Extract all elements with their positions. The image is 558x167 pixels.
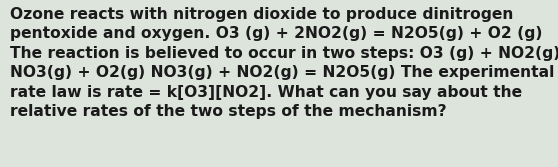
Text: Ozone reacts with nitrogen dioxide to produce dinitrogen
pentoxide and oxygen. O: Ozone reacts with nitrogen dioxide to pr… xyxy=(10,7,558,119)
